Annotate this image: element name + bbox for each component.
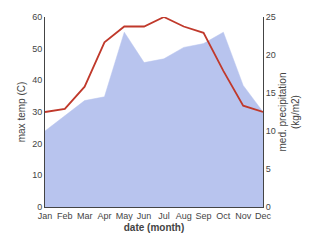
svg-text:25: 25 bbox=[266, 12, 276, 22]
svg-text:20: 20 bbox=[266, 50, 276, 60]
svg-text:Feb: Feb bbox=[57, 211, 73, 221]
svg-text:Jun: Jun bbox=[137, 211, 152, 221]
svg-text:Dec: Dec bbox=[255, 211, 272, 221]
svg-text:May: May bbox=[116, 211, 134, 221]
svg-text:Nov: Nov bbox=[235, 211, 252, 221]
svg-text:Sep: Sep bbox=[196, 211, 212, 221]
svg-text:med. precipitation(kg/m2): med. precipitation(kg/m2) bbox=[277, 73, 301, 152]
svg-text:15: 15 bbox=[266, 88, 276, 98]
svg-text:Oct: Oct bbox=[216, 211, 231, 221]
svg-text:Apr: Apr bbox=[97, 211, 111, 221]
svg-text:20: 20 bbox=[32, 139, 42, 149]
svg-text:60: 60 bbox=[32, 12, 42, 22]
svg-text:Jan: Jan bbox=[38, 211, 53, 221]
svg-text:Jul: Jul bbox=[158, 211, 170, 221]
svg-text:max temp (C): max temp (C) bbox=[16, 82, 27, 143]
svg-text:5: 5 bbox=[266, 164, 271, 174]
svg-text:40: 40 bbox=[32, 75, 42, 85]
svg-text:10: 10 bbox=[266, 126, 276, 136]
svg-text:Aug: Aug bbox=[176, 211, 192, 221]
svg-text:10: 10 bbox=[32, 170, 42, 180]
svg-text:Mar: Mar bbox=[77, 211, 93, 221]
svg-text:date (month): date (month) bbox=[124, 222, 185, 233]
svg-text:0: 0 bbox=[37, 202, 42, 212]
svg-text:30: 30 bbox=[32, 107, 42, 117]
svg-text:0: 0 bbox=[266, 202, 271, 212]
svg-text:50: 50 bbox=[32, 44, 42, 54]
